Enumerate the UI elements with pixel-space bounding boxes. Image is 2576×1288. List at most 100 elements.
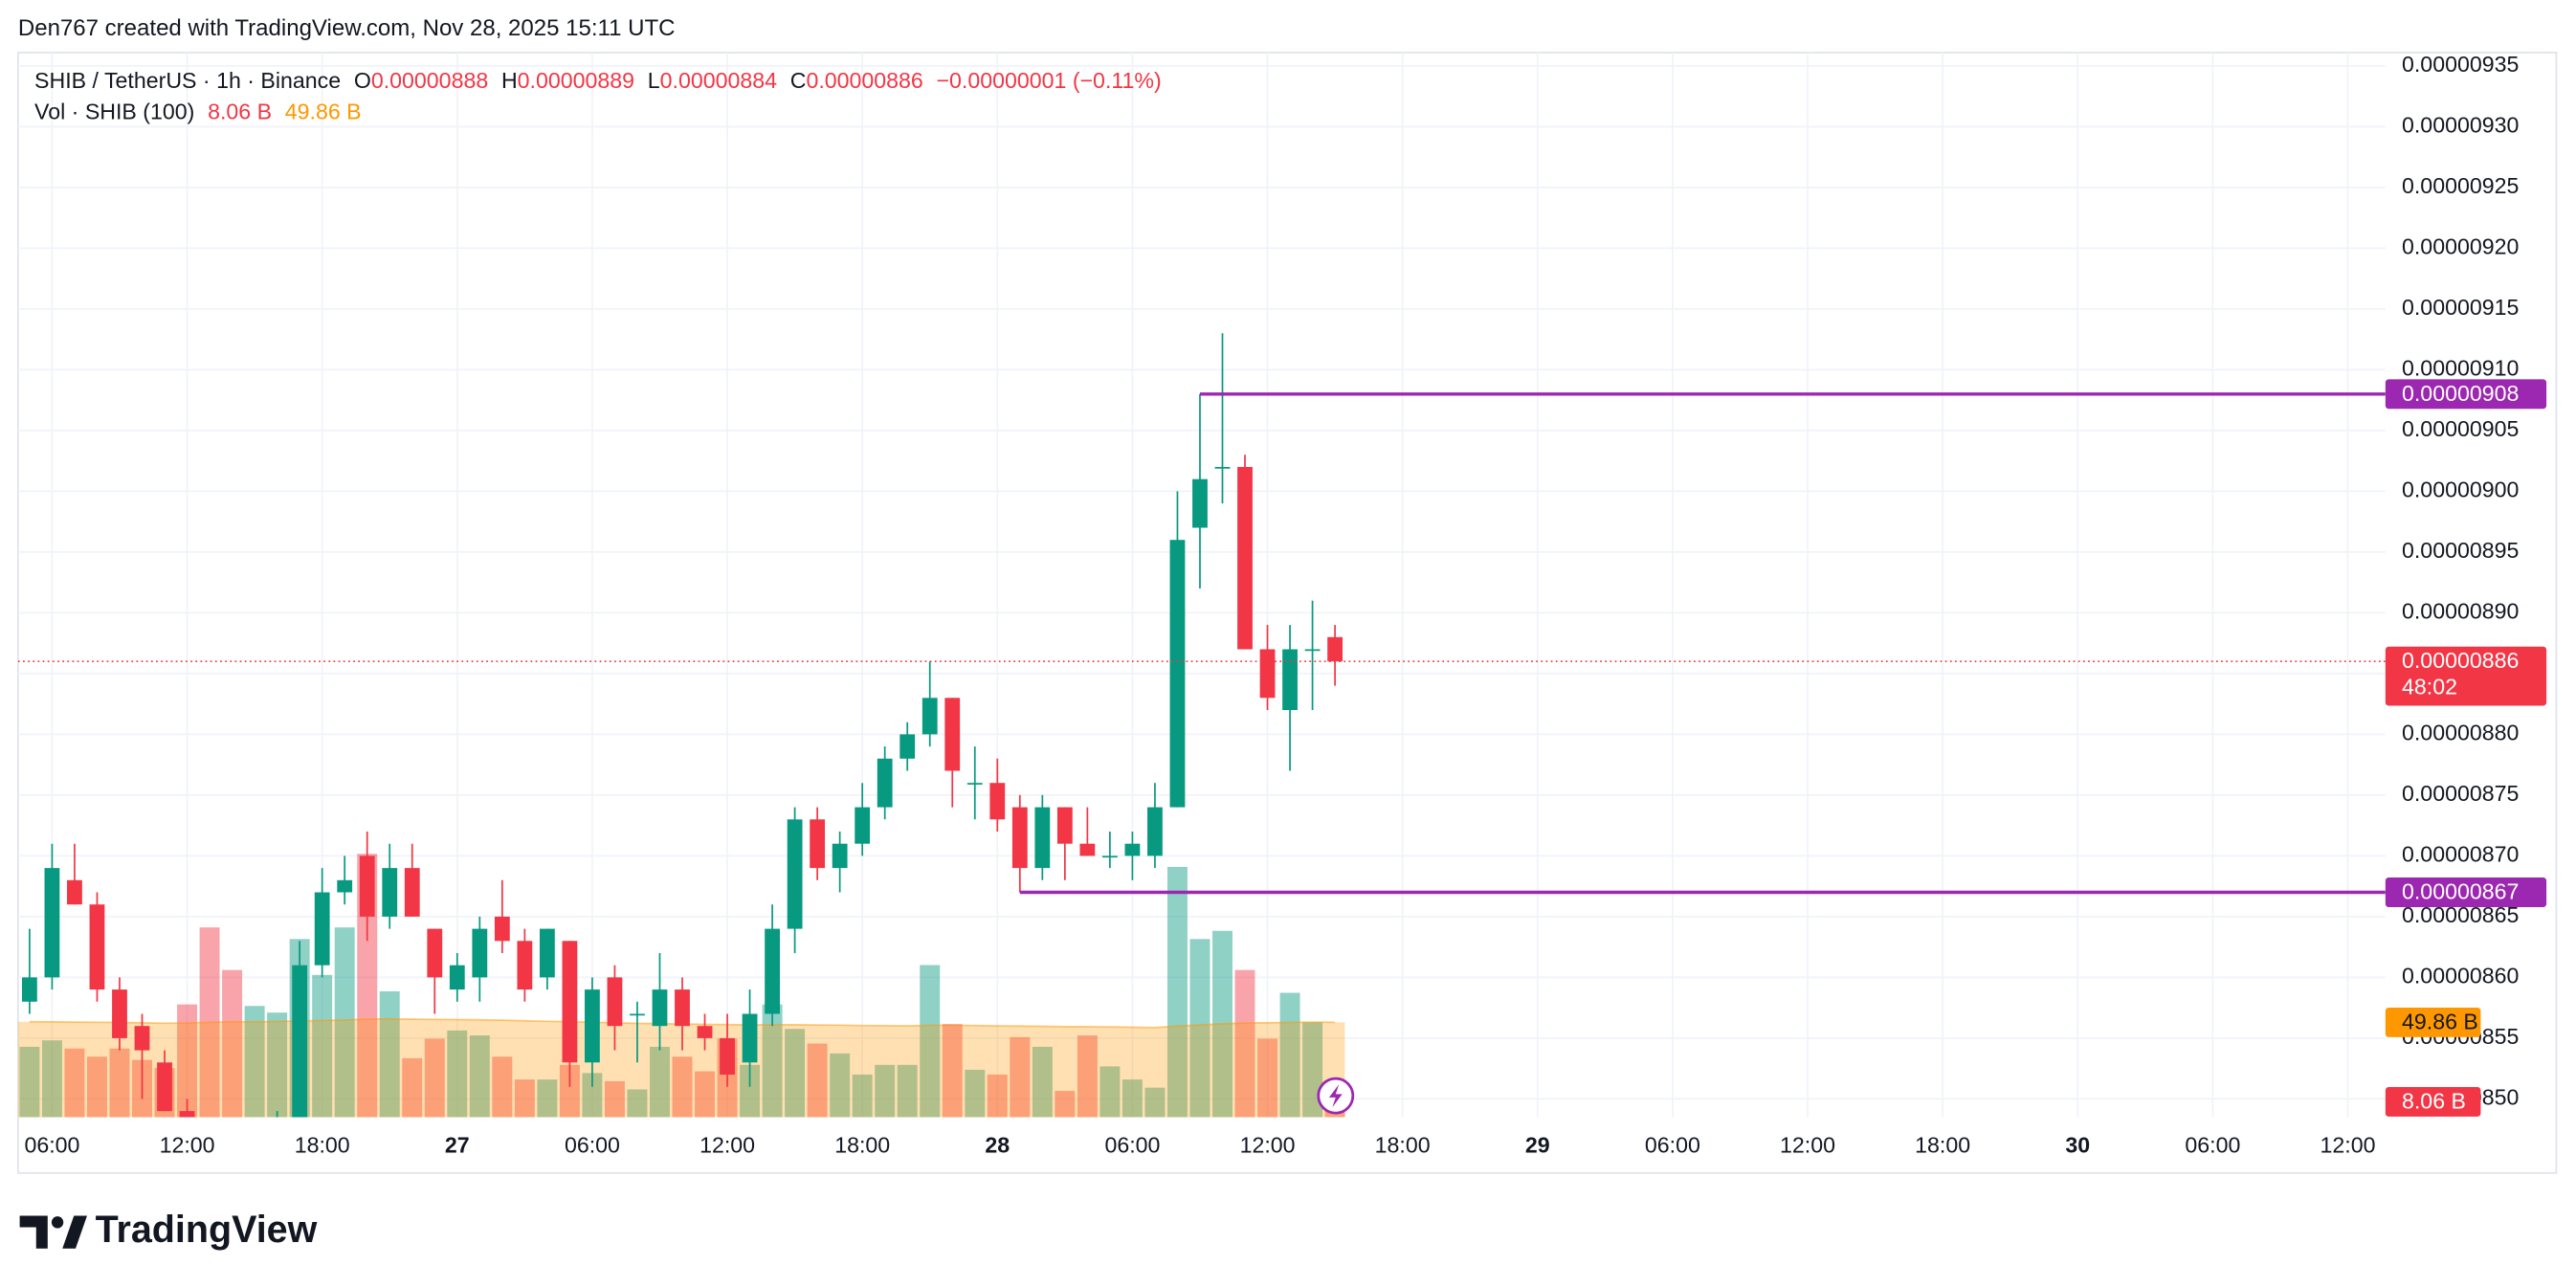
x-tick-label: 18:00 (1375, 1132, 1431, 1157)
volume-bar (559, 1064, 580, 1118)
candle-body (630, 1013, 645, 1016)
volume-bar (987, 1074, 1008, 1118)
candle-body (67, 879, 82, 905)
volume-label-box (2385, 1007, 2481, 1037)
plot-area (17, 333, 2386, 1196)
volume-bar (1077, 1035, 1098, 1118)
price-label-box (2385, 646, 2547, 706)
volume-bar (177, 1004, 198, 1118)
candle-body (1259, 649, 1276, 699)
legend-key: H (501, 68, 518, 93)
x-tick-label: 18:00 (1915, 1132, 1970, 1157)
volume-bar (830, 1053, 851, 1118)
line-label: 0.00000908 (2402, 381, 2519, 406)
symbol: SHIB / TetherUS · 1h · Binance (34, 68, 341, 93)
volume-bar (627, 1089, 648, 1118)
candle-body (832, 843, 848, 869)
volume-bar (469, 1035, 490, 1118)
volume-bar (785, 1029, 806, 1118)
x-tick-label: 06:00 (24, 1132, 79, 1157)
candle-body (652, 989, 668, 1027)
legend-key: C (790, 68, 807, 93)
y-tick-label: 0.00000860 (2402, 964, 2519, 988)
x-tick-label: 28 (985, 1132, 1010, 1157)
x-tick-label: 12:00 (1240, 1132, 1296, 1157)
volume-bar (1189, 939, 1210, 1118)
legend-value: 0.00000888 (371, 68, 488, 93)
legend-value: 0.00000884 (660, 68, 777, 93)
y-tick-label: 0.00000930 (2402, 113, 2519, 138)
volume-ma-fill (17, 1018, 1345, 1118)
legend-value: 0.00000889 (518, 68, 634, 93)
volume-value: 8.06 B (208, 100, 272, 124)
y-tick-label: 0.00000875 (2402, 781, 2519, 806)
candle-body (359, 855, 375, 917)
candle-body (720, 1037, 735, 1075)
volume-bar (244, 1006, 265, 1118)
candle-body (1237, 467, 1253, 650)
candle-body (134, 1026, 150, 1051)
candle-body (472, 928, 488, 978)
candle-body (1214, 467, 1231, 469)
volume-bar (1166, 867, 1188, 1118)
volume-bar (695, 1071, 715, 1118)
candle-body (1327, 636, 1343, 662)
candle-body (1147, 807, 1163, 856)
candle-body (855, 807, 871, 844)
volume-bar (1234, 969, 1255, 1118)
volume-bar (64, 1048, 85, 1118)
volume-bar (267, 1012, 288, 1118)
candle-body (157, 1062, 172, 1112)
candle-body (1282, 649, 1298, 711)
volume-bar (537, 1079, 558, 1118)
volume-bar (334, 927, 355, 1118)
x-tick-label: 06:00 (1104, 1132, 1160, 1157)
volume-bar (379, 990, 400, 1118)
volume-bar (19, 1046, 40, 1118)
candle-body (1124, 843, 1141, 856)
candle-body (1056, 807, 1073, 844)
candle-body (697, 1026, 713, 1038)
candle-body (517, 941, 533, 990)
x-tick-label: 18:00 (295, 1132, 350, 1157)
volume-bar (1099, 1066, 1121, 1118)
volume-bar (447, 1030, 468, 1118)
y-tick-label: 0.00000920 (2402, 234, 2519, 259)
volume-bar (740, 1064, 761, 1118)
volume-bar (965, 1069, 986, 1118)
volume-bar (424, 1038, 445, 1118)
candle-body (539, 928, 555, 978)
volume-bar (1121, 1079, 1143, 1118)
volume-label: 49.86 B (2402, 1009, 2478, 1033)
line-label-box (2385, 877, 2547, 907)
candle-body (966, 783, 983, 785)
volume-bar (514, 1079, 535, 1118)
candle-body (765, 928, 780, 1014)
y-tick-label: 0.00000935 (2402, 52, 2519, 77)
candle-body (675, 989, 690, 1027)
volume-bar (1144, 1087, 1166, 1118)
candle-body (247, 1160, 262, 1196)
x-tick-label: 12:00 (1780, 1132, 1835, 1157)
volume-bar (312, 974, 333, 1118)
y-tick-label: 0.00000880 (2402, 721, 2519, 745)
legend-main: SHIB / TetherUS · 1h · Binance O0.0000088… (34, 68, 1162, 93)
alert-icon[interactable] (1317, 1077, 1355, 1115)
credit: Den767 created with TradingView.com, Nov… (18, 15, 676, 41)
candle-body (314, 892, 330, 966)
candle-body (1101, 855, 1118, 858)
x-tick-label: 06:00 (565, 1132, 620, 1157)
candle-body (922, 698, 938, 735)
volume-label: 8.06 B (2402, 1088, 2466, 1113)
candle-body (22, 977, 37, 1002)
candle-body (449, 965, 465, 990)
volume-bar (1279, 992, 1300, 1118)
x-tick-label: 30 (2065, 1132, 2090, 1157)
volume-bar (109, 1048, 130, 1118)
x-tick-label: 12:00 (2321, 1132, 2376, 1157)
brand-logo (19, 1215, 87, 1249)
price-label: 0.00000886 (2402, 648, 2519, 673)
y-tick-label: 0.00000870 (2402, 842, 2519, 867)
volume-bar (1257, 1038, 1278, 1118)
